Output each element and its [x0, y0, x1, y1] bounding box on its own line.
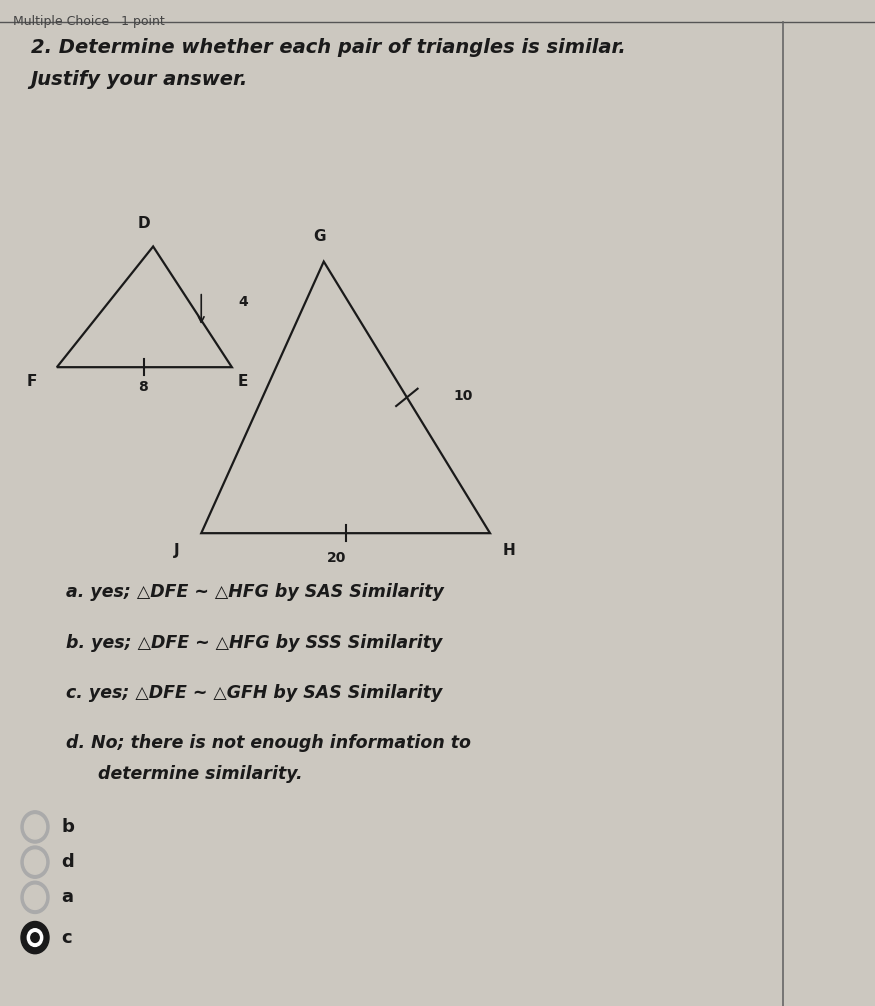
Text: 2. Determine whether each pair of triangles is similar.: 2. Determine whether each pair of triang… [31, 38, 626, 57]
Text: J: J [174, 543, 179, 558]
Text: G: G [313, 229, 326, 244]
Text: d. No; there is not enough information to: d. No; there is not enough information t… [66, 734, 471, 752]
Text: Multiple Choice   1 point: Multiple Choice 1 point [13, 15, 164, 28]
Text: D: D [138, 216, 150, 231]
Text: c: c [61, 929, 72, 947]
Text: b. yes; △DFE ~ △HFG by SSS Similarity: b. yes; △DFE ~ △HFG by SSS Similarity [66, 634, 442, 652]
Circle shape [21, 881, 49, 913]
Circle shape [21, 921, 49, 954]
Text: 4: 4 [238, 295, 248, 309]
Text: Justify your answer.: Justify your answer. [31, 70, 248, 90]
Circle shape [24, 850, 46, 874]
Circle shape [21, 846, 49, 878]
Text: determine similarity.: determine similarity. [74, 765, 303, 783]
Text: 10: 10 [453, 389, 472, 403]
Circle shape [24, 815, 46, 839]
Text: a. yes; △DFE ~ △HFG by SAS Similarity: a. yes; △DFE ~ △HFG by SAS Similarity [66, 583, 444, 602]
Circle shape [21, 811, 49, 843]
Circle shape [31, 933, 39, 943]
Text: c. yes; △DFE ~ △GFH by SAS Similarity: c. yes; △DFE ~ △GFH by SAS Similarity [66, 684, 442, 702]
Text: d: d [61, 853, 74, 871]
Text: F: F [26, 374, 37, 389]
Text: 20: 20 [327, 551, 346, 565]
Circle shape [24, 885, 46, 909]
Text: a: a [61, 888, 74, 906]
Circle shape [27, 929, 43, 947]
Text: H: H [503, 543, 516, 558]
Text: E: E [238, 374, 248, 389]
Text: 8: 8 [137, 380, 148, 394]
Text: b: b [61, 818, 74, 836]
